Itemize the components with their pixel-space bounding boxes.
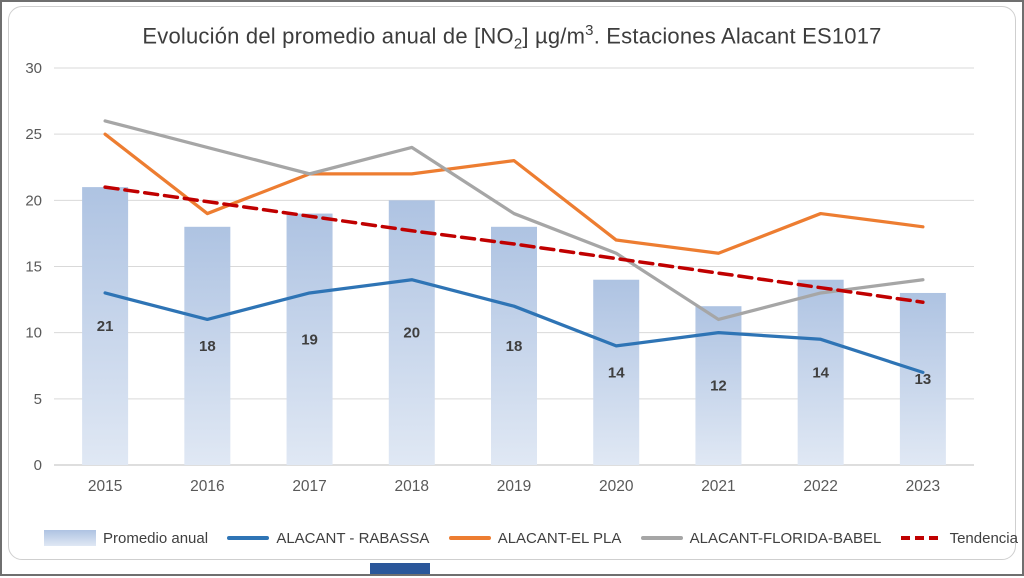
bar-2023 xyxy=(899,292,946,465)
bar-2019 xyxy=(491,226,537,465)
bar-2016 xyxy=(184,226,231,465)
series-line-alacant-florida-babel xyxy=(103,119,925,322)
legend: Promedio anual ALACANT - RABASSA ALACANT-E… xyxy=(44,524,1018,552)
legend-label: ALACANT - RABASSA xyxy=(276,529,430,547)
title-text-3: . Estaciones Alacant ES1017 xyxy=(593,23,882,49)
bar-value-label-2022: 14 xyxy=(812,364,829,381)
series-line-alacant-rabassa xyxy=(103,278,925,374)
y-tick-label-10: 10 xyxy=(25,325,42,342)
x-axis-label-2015: 2015 xyxy=(88,478,122,495)
legend-item-promedio-anual: Promedio anual xyxy=(44,530,208,547)
x-axis-label-2017: 2017 xyxy=(292,478,326,495)
legend-label: Promedio anual xyxy=(103,529,209,547)
legend-bar-swatch xyxy=(44,530,96,546)
bar-2017 xyxy=(286,213,333,465)
legend-item-alacant-rabassa: ALACANT - RABASSA xyxy=(227,530,429,547)
x-axis-label-2020: 2020 xyxy=(599,478,634,495)
bar-value-label-2018: 20 xyxy=(403,325,420,342)
y-tick-label-30: 30 xyxy=(25,60,42,77)
series-line-tendencia xyxy=(103,185,925,304)
title-subscript: 2 xyxy=(513,35,523,53)
legend-label: Tendencia xyxy=(949,529,1018,547)
x-axis-label-2022: 2022 xyxy=(803,478,837,495)
bar-2015 xyxy=(82,187,129,465)
x-axis-label-2016: 2016 xyxy=(190,478,224,495)
legend-item-tendencia: Tendencia xyxy=(900,529,1018,547)
y-tick-label-0: 0 xyxy=(34,457,42,474)
x-axis-label-2023: 2023 xyxy=(906,478,940,495)
legend-label: ALACANT-FLORIDA-BABEL xyxy=(689,529,882,547)
y-tick-label-20: 20 xyxy=(25,192,42,209)
bar-value-label-2021: 12 xyxy=(710,378,727,395)
title-superscript: 3 xyxy=(585,22,594,39)
legend-line-swatch xyxy=(227,536,270,540)
y-tick-label-25: 25 xyxy=(25,126,42,143)
legend-line-swatch xyxy=(640,536,683,540)
legend-dashed-line-swatch xyxy=(900,536,943,540)
series-line-alacant-el-pla xyxy=(103,132,925,255)
bar-value-label-2020: 14 xyxy=(608,364,625,381)
x-axis-label-2019: 2019 xyxy=(497,478,531,495)
legend-item-alacant-el-pla: ALACANT-EL PLA xyxy=(448,529,622,547)
title-text-1: Evolución del promedio anual de [NO xyxy=(142,23,514,49)
bar-value-label-2015: 21 xyxy=(97,318,114,335)
y-tick-label-5: 5 xyxy=(34,391,42,408)
bar-value-label-2016: 18 xyxy=(199,338,216,355)
bar-value-label-2019: 18 xyxy=(506,338,523,355)
x-axis-label-2021: 2021 xyxy=(701,478,735,495)
legend-line-swatch xyxy=(448,536,491,540)
legend-item-alacant-florida-babel: ALACANT-FLORIDA-BABEL xyxy=(640,529,882,547)
bottom-blue-strip xyxy=(370,563,430,574)
bar-2020 xyxy=(593,279,640,465)
bar-value-label-2023: 13 xyxy=(915,371,932,388)
x-axis-label-2018: 2018 xyxy=(395,478,429,495)
bar-2022 xyxy=(797,279,844,465)
bar-value-label-2017: 19 xyxy=(301,331,318,348)
y-tick-label-15: 15 xyxy=(25,259,42,276)
bar-2018 xyxy=(388,200,435,466)
legend-label: ALACANT-EL PLA xyxy=(497,529,622,547)
chart-title: Evolución del promedio anual de [NO2] µg… xyxy=(2,22,1022,53)
title-text-2: ] µg/m xyxy=(522,23,586,49)
